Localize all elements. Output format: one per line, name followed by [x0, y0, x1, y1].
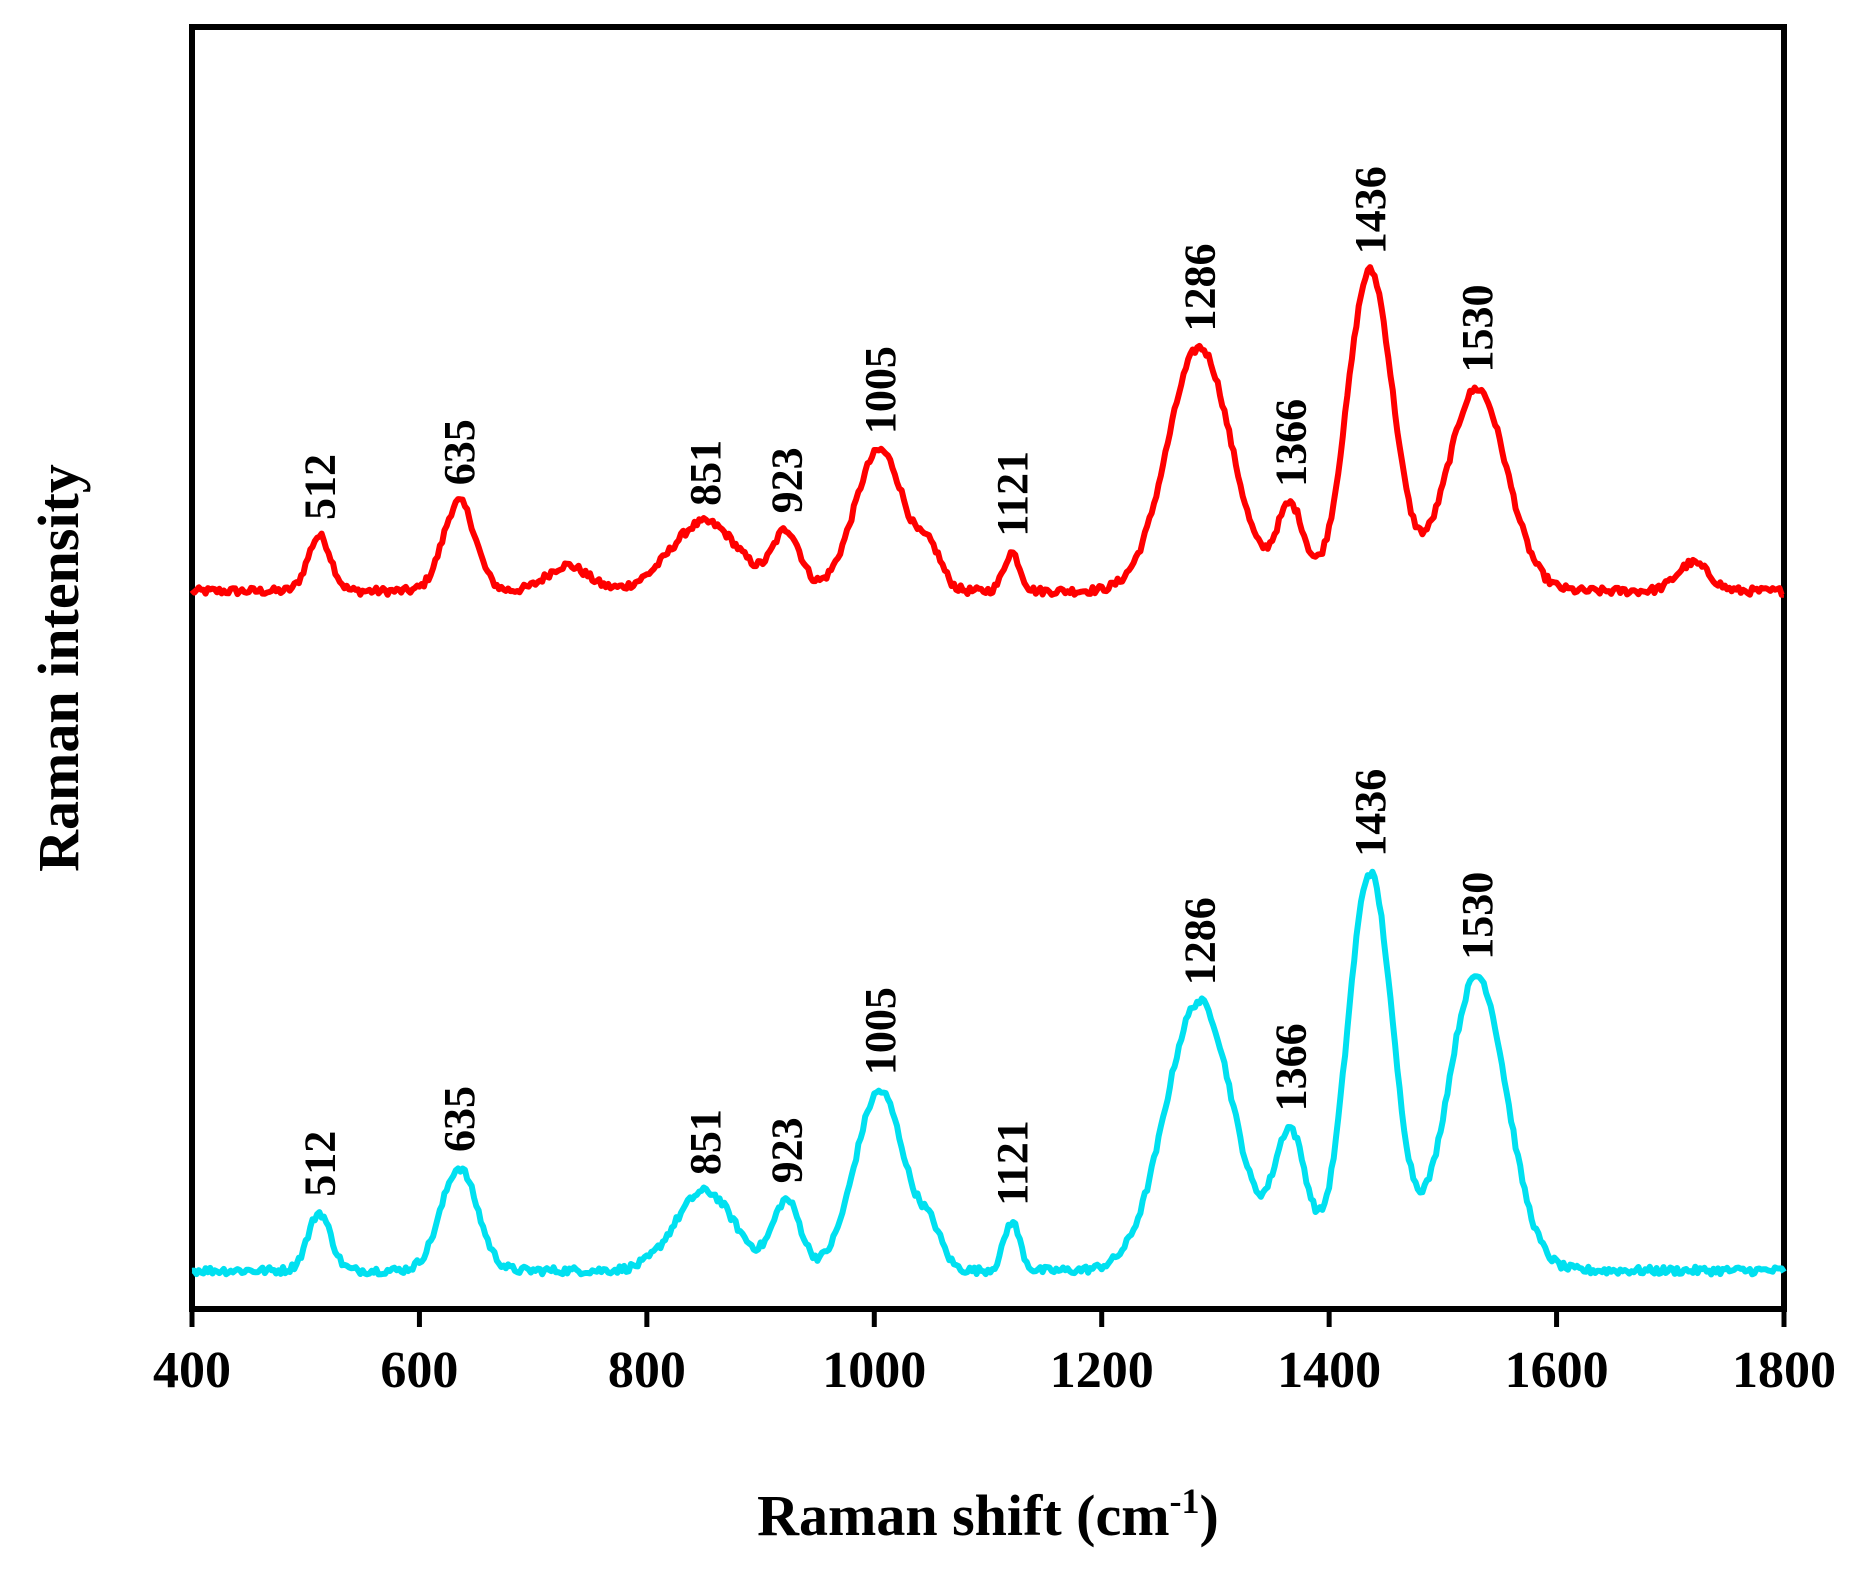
- peak-label: 1121: [988, 451, 1037, 537]
- peak-label: 635: [435, 1086, 484, 1152]
- spectrum-line-2: [191, 868, 1787, 1278]
- peak-label: 1366: [1267, 1023, 1316, 1111]
- peak-label: 851: [681, 1109, 730, 1175]
- peak-label: 923: [763, 447, 812, 513]
- spectrum-line-1: [189, 264, 1785, 598]
- peak-label: 512: [295, 1131, 344, 1197]
- x-tick-label: 1400: [1277, 1342, 1381, 1399]
- peak-label: 1436: [1346, 166, 1395, 254]
- peak-label: 512: [295, 454, 344, 520]
- x-tick-label: 800: [608, 1342, 686, 1399]
- x-axis-title: Raman shift (cm-1): [757, 1481, 1219, 1548]
- plot-frame: [189, 24, 1787, 1312]
- peak-label: 1366: [1267, 399, 1316, 487]
- x-tick-label: 1000: [822, 1342, 926, 1399]
- x-ticks: 400 600 800 1000 1200 1400 1600 1800: [153, 1309, 1836, 1399]
- x-tick-label: 400: [153, 1342, 231, 1399]
- peak-label: 1530: [1453, 285, 1502, 373]
- x-tick-label: 1200: [1050, 1342, 1154, 1399]
- peak-label: 1005: [856, 346, 905, 434]
- peak-label: 1436: [1346, 769, 1395, 857]
- x-tick-label: 1800: [1732, 1342, 1836, 1399]
- peak-label: 635: [435, 419, 484, 485]
- peak-label: 1121: [988, 1120, 1037, 1206]
- peak-label: 1286: [1176, 897, 1225, 985]
- x-axis-title-superscript: -1: [1170, 1481, 1200, 1521]
- peak-label: 851: [681, 440, 730, 506]
- x-tick-label: 600: [380, 1342, 458, 1399]
- peak-label: 1005: [856, 987, 905, 1075]
- spectra: [189, 264, 1787, 1278]
- y-axis-title: Raman intensity: [26, 464, 91, 872]
- peak-label: 923: [763, 1117, 812, 1183]
- peak-label: 1286: [1176, 244, 1225, 332]
- x-axis-title-suffix: ): [1200, 1483, 1219, 1548]
- peak-labels: 512 635 851 923 1005 1121 1286 1366 1436 1530 512 6…: [295, 166, 1502, 1206]
- x-tick-label: 1600: [1505, 1342, 1609, 1399]
- peak-label: 1530: [1453, 872, 1502, 960]
